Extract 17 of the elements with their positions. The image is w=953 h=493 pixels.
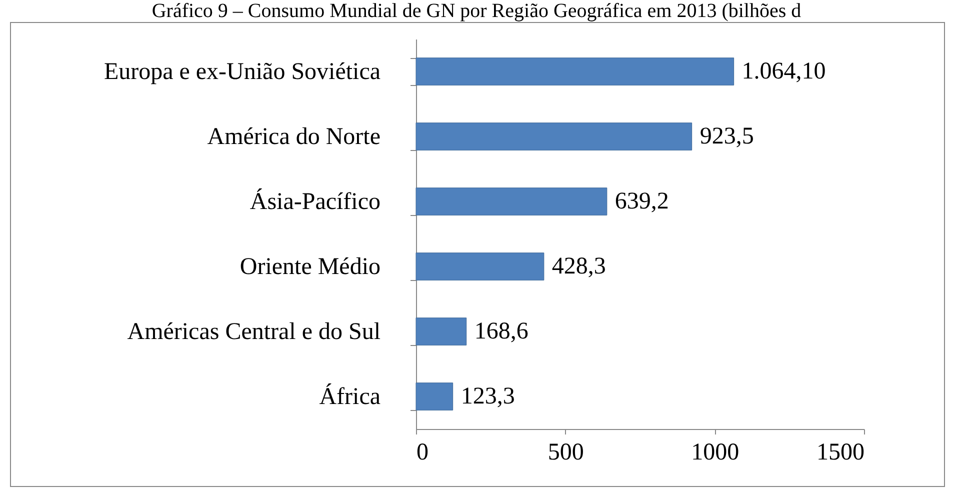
x-tick-label: 500 bbox=[548, 440, 584, 466]
data-label: 639,2 bbox=[614, 188, 669, 214]
y-tick-label: América do Norte bbox=[207, 124, 380, 150]
y-tick-label: Américas Central e do Sul bbox=[127, 319, 381, 345]
data-label: 1.064,10 bbox=[742, 58, 826, 84]
y-tick-label: Oriente Médio bbox=[240, 254, 380, 280]
y-tick-label: Europa e ex-União Soviética bbox=[104, 59, 381, 85]
y-tick-label: Ásia-Pacífico bbox=[250, 188, 380, 215]
x-tick-label: 1500 bbox=[816, 440, 864, 466]
x-tick-label: 1000 bbox=[691, 440, 740, 466]
y-tick-label: África bbox=[319, 383, 381, 410]
data-label: 923,5 bbox=[700, 124, 754, 150]
data-label: 168,6 bbox=[474, 318, 528, 344]
data-label: 123,3 bbox=[460, 384, 515, 410]
chart-title: Gráfico 9 – Consumo Mundial de GN por Região Geográfica em 2013 (bilhões d bbox=[150, 0, 802, 22]
data-label: 428,3 bbox=[552, 254, 606, 280]
x-tick-label: 0 bbox=[416, 440, 428, 466]
